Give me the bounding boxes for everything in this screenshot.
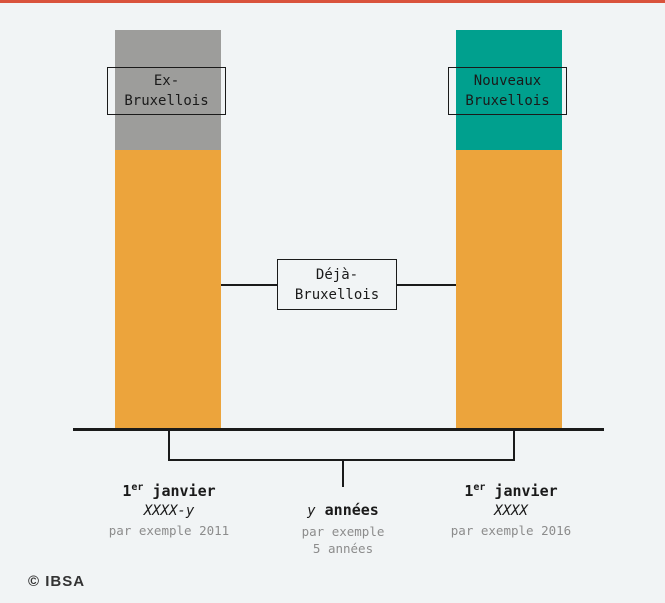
right-bar-deja-segment [456, 150, 562, 429]
left-date-month: janvier [143, 482, 216, 500]
duration-example-line2: 5 années [312, 541, 374, 556]
deja-bruxellois-label-line2: Bruxellois [294, 286, 380, 303]
right-date-suffix: er [473, 482, 486, 493]
connector-left [221, 284, 278, 286]
nouveaux-bruxellois-label-line2: Bruxellois [465, 93, 550, 109]
right-bar-nouveaux-segment [456, 30, 562, 150]
duration-title: y années [268, 500, 418, 521]
left-date-block: 1er janvier XXXX-y par exemple 2011 [88, 481, 250, 539]
baseline-axis [73, 428, 604, 431]
bracket-bar [168, 459, 515, 461]
deja-bruxellois-label: Déjà- Bruxellois [277, 259, 397, 310]
right-date-title: 1er janvier [464, 482, 558, 500]
ex-bruxellois-label-line2: Bruxellois [124, 93, 209, 109]
nouveaux-bruxellois-label-line1: Nouveaux [473, 73, 542, 89]
right-date-block: 1er janvier XXXX par exemple 2016 [430, 481, 592, 539]
bracket-right-tick [513, 430, 515, 460]
right-date-example: par exemple 2016 [450, 523, 572, 538]
bracket-center-tick [342, 459, 344, 487]
left-date-title: 1er janvier [122, 482, 216, 500]
connector-right [396, 284, 456, 286]
duration-var: y [307, 503, 316, 519]
left-date-example: par exemple 2011 [108, 523, 230, 538]
left-date-year: XXXX-y [143, 503, 195, 519]
right-date-year: XXXX [494, 503, 528, 519]
right-date-month: janvier [485, 482, 558, 500]
ex-bruxellois-label-line1: Ex- [153, 73, 180, 89]
nouveaux-bruxellois-label: Nouveaux Bruxellois [448, 67, 567, 115]
left-bar-ex-segment [115, 30, 221, 150]
duration-block: y années par exemple 5 années [268, 500, 418, 557]
duration-example-line1: par exemple [301, 524, 385, 539]
ibsa-logo: © IBSA [28, 573, 86, 590]
duration-word: années [315, 501, 379, 519]
deja-bruxellois-label-line1: Déjà- [315, 266, 359, 283]
bracket-left-tick [168, 430, 170, 460]
top-rule [0, 0, 665, 3]
left-bar-deja-segment [115, 150, 221, 429]
left-date-suffix: er [131, 482, 144, 493]
ex-bruxellois-label: Ex- Bruxellois [107, 67, 226, 115]
